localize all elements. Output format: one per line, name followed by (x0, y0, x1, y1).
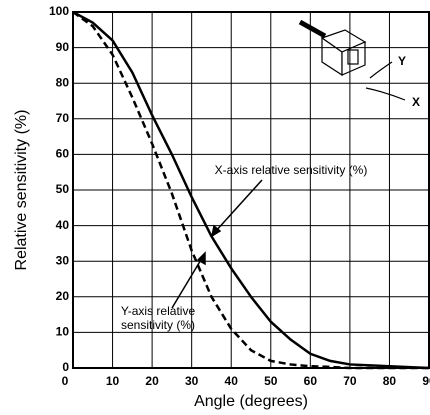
data-line (72, 10, 430, 370)
sensor-icon (298, 19, 406, 101)
y-tick-label: 0 (62, 360, 69, 374)
plot-frame (72, 11, 430, 369)
x-tick-label: 40 (225, 374, 239, 388)
y-tick-label: 10 (56, 325, 70, 339)
x-tick-label: 70 (343, 374, 357, 388)
y-axis-label: Relative sensitivity (%) (13, 110, 30, 271)
x-tick-label: 60 (304, 374, 318, 388)
annotation: X-axis relative sensitivity (%) (215, 163, 368, 177)
annotation-arrows (171, 179, 263, 309)
annotation: sensitivity (%) (121, 318, 195, 332)
y-tick-label: 80 (56, 75, 70, 89)
x-tick-label: 20 (145, 374, 159, 388)
y-tick-label: 90 (56, 40, 70, 54)
x-tick-label: 50 (264, 374, 278, 388)
x-axis-label: Angle (degrees) (194, 393, 308, 410)
x-tick-label: 10 (106, 374, 120, 388)
icon-label: Y (398, 54, 406, 68)
x-tick-label: 30 (185, 374, 199, 388)
x-tick-label: 90 (422, 374, 430, 388)
y-tick-label: 100 (49, 4, 69, 18)
x-tick-label: 0 (62, 374, 69, 388)
x-tick-label: 80 (383, 374, 397, 388)
y-tick-label: 50 (56, 182, 70, 196)
data-line (72, 10, 429, 370)
icon-label: X (412, 95, 420, 109)
y-tick-label: 20 (56, 289, 70, 303)
y-tick-label: 60 (56, 147, 70, 161)
y-tick-label: 30 (56, 253, 70, 267)
y-tick-label: 40 (56, 218, 70, 232)
y-tick-label: 70 (56, 111, 70, 125)
annotation: Y-axis relative (121, 304, 196, 318)
